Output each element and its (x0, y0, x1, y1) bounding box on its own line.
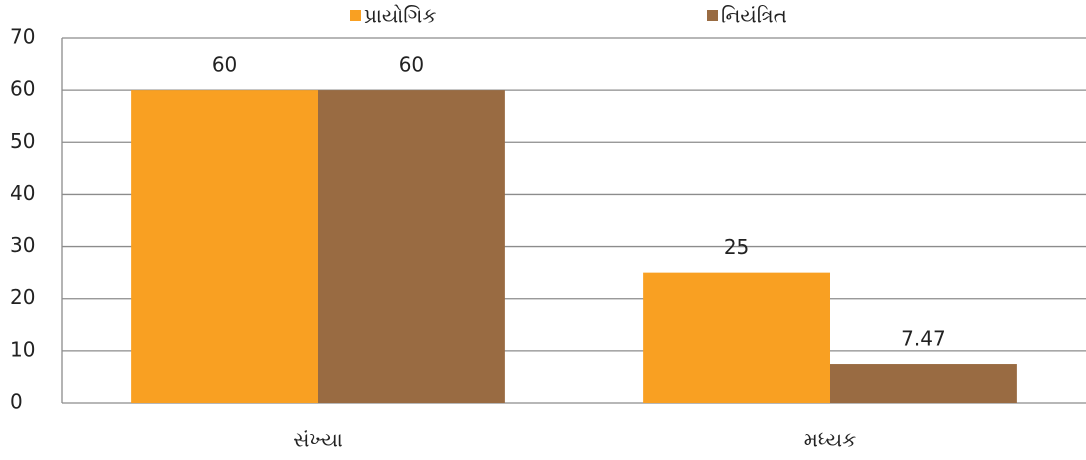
x-tick-label: મધ્યક (804, 428, 857, 452)
legend-swatch (707, 10, 718, 21)
y-tick-label: 30 (10, 233, 35, 257)
x-tick-label: સંખ્યા (293, 428, 343, 452)
y-tick-label: 0 (10, 390, 23, 414)
bar (830, 364, 1017, 403)
data-label: 60 (212, 53, 237, 77)
y-tick-label: 10 (10, 337, 35, 361)
bar (131, 90, 318, 404)
data-label: 7.47 (901, 327, 946, 351)
legend-label: પ્રાયોગિક (364, 4, 437, 28)
y-tick-label: 60 (10, 77, 35, 101)
legend-swatch (350, 10, 361, 21)
y-tick-label: 20 (10, 285, 35, 309)
y-tick-label: 70 (10, 25, 35, 49)
y-tick-label: 40 (10, 181, 35, 205)
legend-label: નિયંત્રિત (721, 4, 787, 28)
y-tick-label: 50 (10, 129, 35, 153)
bar (318, 90, 505, 404)
data-label: 25 (724, 235, 749, 259)
data-label: 60 (399, 53, 424, 77)
bar (643, 272, 830, 403)
